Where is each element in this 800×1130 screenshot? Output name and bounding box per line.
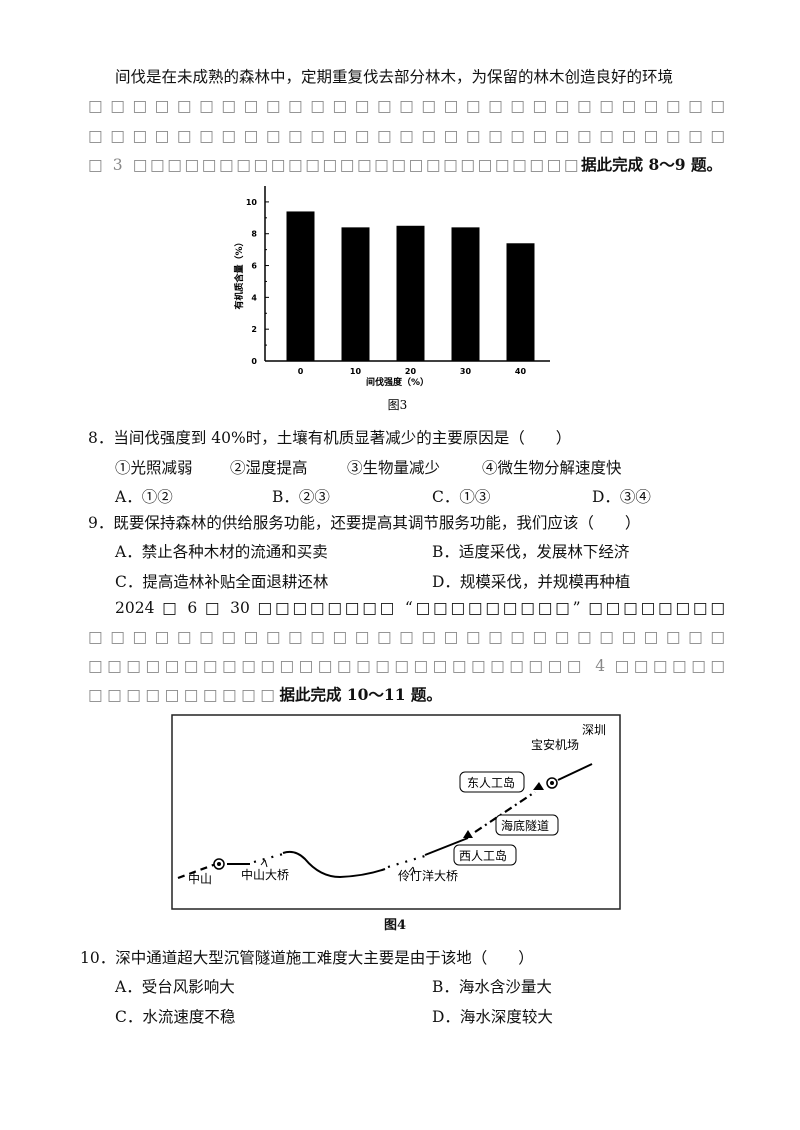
x-tick-label: 10: [350, 367, 362, 376]
tofu-text: □□□□□□□□□□: [88, 686, 280, 704]
route-dashed: [177, 862, 217, 880]
label-east-island: 东人工岛: [467, 775, 515, 790]
option-d[interactable]: D．规模采伐，并规模再种植: [432, 573, 631, 591]
statement: ③生物量减少: [347, 459, 441, 477]
route-map: 深圳 宝安机场 东人工岛 海底隧道 西人工岛 中山 中山大桥 伶仃洋大桥: [171, 714, 621, 910]
y-tick-label: 4: [251, 293, 257, 302]
instruction: 据此完成 10～11 题。: [279, 685, 442, 704]
label-zhongshan-bridge: 中山大桥: [241, 867, 289, 882]
x-tick-label: 0: [298, 367, 304, 376]
instruction: 据此完成 8～9 题。: [581, 155, 722, 174]
passage1-line: □ 3 □□□□□□□□□□□□□□□□□□□□□□□□□□据此完成 8～9 题…: [88, 154, 725, 176]
label-zhongshan: 中山: [188, 871, 212, 886]
tofu-text: □ 3 □□□□□□□□□□□□□□□□□□□□□□□□□□: [88, 156, 582, 174]
statement: ④微生物分解速度快: [482, 459, 622, 477]
option-a[interactable]: A．受台风影响大: [115, 978, 235, 996]
passage2-line: □□□□□□□□□□□□□□□□□□□□□□□□□□□□□: [88, 628, 725, 646]
passage2-line: □□□□□□□□□□据此完成 10～11 题。: [88, 684, 725, 706]
bar: [286, 211, 315, 361]
y-tick-label: 8: [251, 230, 257, 239]
figure-4-caption: 图4: [384, 918, 407, 933]
x-tick-label: 30: [460, 367, 472, 376]
option-d[interactable]: D．③④: [592, 488, 651, 506]
option-a[interactable]: A．禁止各种木材的流通和买卖: [115, 543, 328, 561]
y-tick-label: 0: [251, 357, 257, 366]
label-shenzhen: 深圳: [582, 723, 606, 737]
x-tick-label: 20: [405, 367, 417, 376]
passage1-line: □□□□□□□□□□□□□□□□□□□□□□□□□□□□□: [88, 127, 725, 145]
question-9-stem: 9．既要保持森林的供给服务功能，还要提高其调节服务功能，我们应该（ ）: [88, 514, 641, 532]
bar-chart: 0 2 4 6 8 10 0 10 20 30 40 间伐强度（%） 有机质含量（%） 图3: [233, 186, 550, 412]
label-airport: 宝安机场: [531, 737, 579, 752]
option-c[interactable]: C．①③: [432, 488, 491, 506]
label-tunnel: 海底隧道: [501, 818, 549, 833]
y-tick-label: 10: [246, 198, 258, 207]
bar: [341, 227, 370, 361]
option-d[interactable]: D．海水深度较大: [432, 1008, 553, 1026]
option-b[interactable]: B．海水含沙量大: [432, 978, 552, 996]
undersea-tunnel-line: [474, 791, 536, 833]
question-10-stem: 10．深中通道超大型沉管隧道施工难度大主要是由于该地（ ）: [80, 949, 534, 967]
bar: [506, 243, 535, 361]
x-axis-label: 间伐强度（%）: [366, 376, 429, 388]
y-tick-label: 6: [251, 262, 257, 271]
bar: [451, 227, 480, 361]
option-a[interactable]: A．①②: [115, 488, 173, 506]
passage2-line: □□□□□□□□□□□□□□□□□□□□□□□□□□ 4 □□□□□□: [88, 657, 725, 675]
option-c[interactable]: C．水流速度不稳: [115, 1008, 236, 1026]
y-tick-label: 2: [251, 325, 257, 334]
passage1-line: 间伐是在未成熟的森林中，定期重复伐去部分林木，为保留的林木创造良好的环境: [115, 68, 674, 86]
statement: ①光照减弱: [115, 459, 193, 477]
passage2-line: 2024 □ 6 □ 30 □□□□□□□□ “□□□□□□□□□” □□□□□…: [115, 599, 725, 617]
east-island-triangle-icon: [533, 782, 544, 790]
label-lingdingyang-bridge: 伶仃洋大桥: [398, 868, 458, 883]
option-b[interactable]: B．适度采伐，发展林下经济: [432, 543, 630, 561]
west-island-triangle-icon: [463, 830, 473, 838]
figure-3-caption: 图3: [388, 398, 408, 412]
y-axis-label: 有机质含量（%）: [233, 237, 245, 309]
option-b[interactable]: B．②③: [272, 488, 330, 506]
passage1-line: □□□□□□□□□□□□□□□□□□□□□□□□□□□□□: [88, 97, 725, 115]
bar: [396, 225, 425, 361]
option-c[interactable]: C．提高造林补贴全面退耕还林: [115, 573, 329, 591]
question-8-stem: 8．当间伐强度到 40%时，土壤有机质显著减少的主要原因是（ ）: [88, 429, 572, 447]
statement: ②湿度提高: [230, 459, 308, 477]
label-west-island: 西人工岛: [459, 848, 507, 863]
x-tick-label: 40: [515, 367, 527, 376]
